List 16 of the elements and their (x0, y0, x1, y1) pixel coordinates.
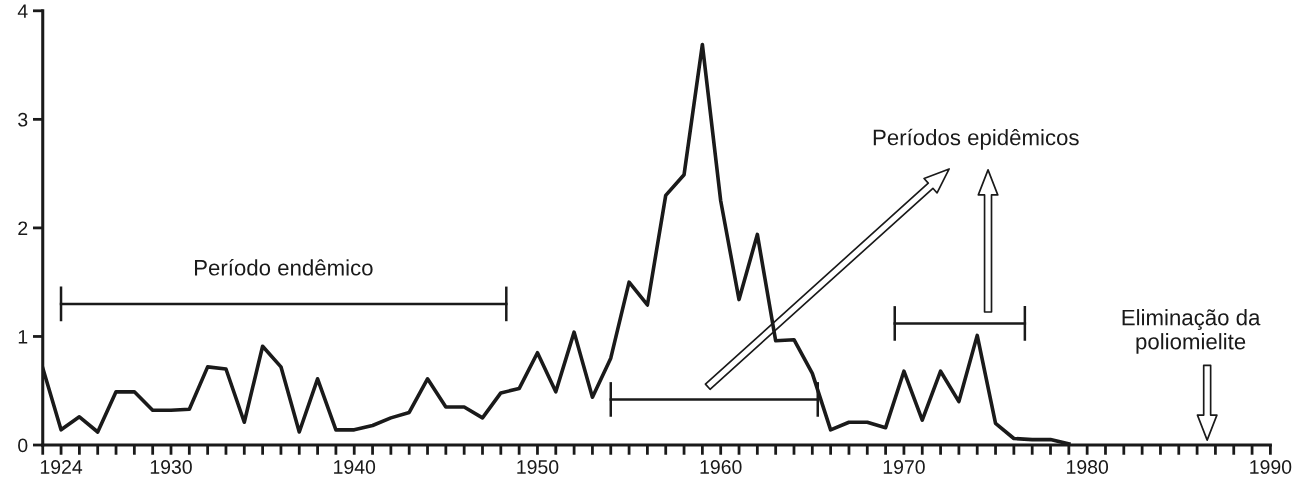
x-tick-label: 1930 (150, 460, 192, 474)
x-tick-label: 1950 (517, 460, 559, 474)
x-tick-label: 1970 (883, 460, 925, 474)
x-tick-label: 1990 (1250, 460, 1292, 474)
y-tick-label: 3 (18, 112, 28, 127)
x-tick-label: 1960 (700, 460, 742, 474)
x-tick-label: 1980 (1067, 460, 1109, 474)
x-tick-label: 1924 (40, 460, 83, 474)
annotation: Períodos epidêmicos (873, 128, 1079, 150)
annotation: Eliminação da poliomielite (1122, 309, 1261, 354)
x-tick-label: 1940 (334, 460, 376, 474)
y-tick-label: 2 (18, 221, 28, 235)
y-tick-label: 1 (18, 330, 28, 344)
annotation: Período endêmico (195, 259, 373, 276)
y-tick-label: 4 (17, 4, 28, 18)
y-tick-label: 0 (18, 438, 28, 453)
